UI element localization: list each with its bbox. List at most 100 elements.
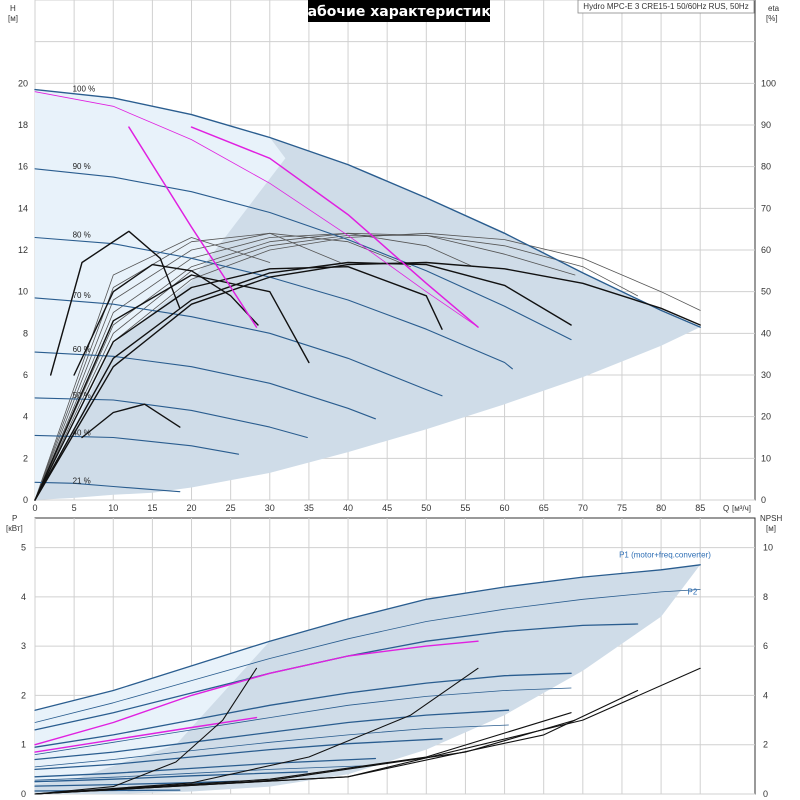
- p1-curve: [34, 757, 377, 778]
- eta-y-label: eta: [768, 4, 780, 13]
- head-tick-label: 12: [18, 245, 28, 255]
- eta-curve-bold: [34, 274, 310, 501]
- head-tick-label: 8: [23, 328, 28, 338]
- eta-tick-label: 0: [761, 495, 766, 505]
- npsh-y-unit: [м]: [766, 524, 776, 533]
- p2-curve: [34, 589, 701, 723]
- head-y-unit: [м]: [8, 14, 18, 23]
- eta-tick-label: 40: [761, 328, 771, 338]
- power-tick-label: 4: [21, 592, 26, 602]
- eta-curve-bold: [73, 263, 259, 376]
- x-tick-label: 15: [147, 503, 157, 513]
- speed-label: 70 %: [73, 291, 91, 300]
- x-tick-label: 40: [343, 503, 353, 513]
- p1-curve: [34, 789, 181, 792]
- chart-title: Рабочие характеристики: [297, 4, 500, 20]
- x-tick-label: 5: [72, 503, 77, 513]
- system-curve: [190, 126, 479, 328]
- head-curve: [34, 481, 181, 493]
- head-curve: [34, 434, 240, 455]
- speed-label: 100 %: [73, 85, 96, 94]
- p2-curve: [34, 724, 509, 768]
- subtitle-box: [577, 0, 755, 14]
- p1-curve: [34, 672, 572, 748]
- system-curve: [128, 126, 258, 328]
- npsh-tick-label: 6: [763, 641, 768, 651]
- x-tick-label: 60: [500, 503, 510, 513]
- speed-label: 21 %: [73, 476, 91, 485]
- speed-labels: 100 % 90 % 80 % 70 % 60 % 50 % 40 % 21 %: [73, 85, 96, 486]
- p1-curve: [34, 771, 308, 783]
- x-tick-label: 50: [421, 503, 431, 513]
- speed-label: 60 %: [73, 345, 91, 354]
- head-tick-label: 4: [23, 412, 28, 422]
- eta-curve: [34, 232, 474, 501]
- eta-tick-label: 100: [761, 78, 776, 88]
- head-curve: [34, 297, 443, 397]
- power-tick-label: 2: [21, 690, 26, 700]
- head-tick-label: 10: [18, 287, 28, 297]
- eta-curve: [34, 232, 412, 501]
- eta-tick-label: 50: [761, 287, 771, 297]
- power-system-curve: [34, 716, 258, 753]
- p2-curve: [34, 687, 572, 755]
- x-tick-label: 75: [617, 503, 627, 513]
- power-series-label: P1 (motor+freq.converter): [619, 550, 711, 559]
- head-tick-label: 2: [23, 453, 28, 463]
- npsh-tick-label: 4: [763, 690, 768, 700]
- head-operating-area: [35, 89, 701, 500]
- p1-curve: [34, 780, 240, 787]
- eta-tick-label: 10: [761, 453, 771, 463]
- power-tick-label: 0: [21, 789, 26, 799]
- head-curve: [34, 397, 308, 439]
- speed-label: 90 %: [73, 162, 91, 171]
- x-tick-label: 25: [226, 503, 236, 513]
- head-ticks: 0 5 10 15 20 25 30 35 40 45 50 55 60 65 70 75 80 85 0 2 4 6 8 1…: [18, 78, 776, 513]
- npsh-curve: [34, 667, 258, 795]
- eta-tick-label: 80: [761, 162, 771, 172]
- power-light-area: [35, 641, 270, 785]
- p1-curve: [34, 564, 701, 711]
- eta-tick-label: 90: [761, 120, 771, 130]
- p2-curve: [34, 765, 376, 781]
- npsh-curve: [34, 667, 479, 795]
- head-curve: [34, 236, 513, 370]
- x-tick-label: 70: [578, 503, 588, 513]
- npsh-y-label: NPSH: [760, 514, 782, 523]
- system-curve-thin: [34, 91, 479, 328]
- power-series-labels: P1 (motor+freq.converter) P2: [619, 550, 711, 596]
- x-tick-label: 30: [265, 503, 275, 513]
- chart-subtitle: Hydro MPC-E 3 CRE15-1 50/60Hz RUS, 50Hz: [583, 2, 748, 11]
- npsh-tick-label: 10: [763, 543, 773, 553]
- power-series-label: P2: [687, 587, 697, 596]
- eta-curve: [34, 237, 271, 501]
- head-light-area: [35, 89, 286, 500]
- x-axis-label: Q: [723, 504, 729, 513]
- npsh-tick-label: 2: [763, 740, 768, 750]
- head-tick-label: 14: [18, 203, 28, 213]
- head-curve: [34, 88, 701, 328]
- npsh-curve: [34, 712, 572, 795]
- eta-tick-label: 70: [761, 203, 771, 213]
- x-tick-label: 45: [382, 503, 392, 513]
- x-axis-unit: [м³/ч]: [732, 504, 751, 513]
- eta-y-unit: [%]: [766, 14, 778, 23]
- power-tick-label: 5: [21, 543, 26, 553]
- speed-label: 80 %: [73, 231, 91, 240]
- x-tick-label: 65: [539, 503, 549, 513]
- head-y-label: H: [10, 4, 16, 13]
- power-curves: [34, 564, 701, 795]
- x-tick-label: 20: [187, 503, 197, 513]
- head-tick-label: 0: [23, 495, 28, 505]
- npsh-curve: [34, 667, 701, 795]
- x-tick-label: 85: [695, 503, 705, 513]
- eta-curve-bold: [34, 266, 443, 501]
- title-background: [308, 0, 490, 22]
- head-curve: [34, 168, 572, 341]
- power-ticks: 0 1 2 3 4 5 0 2 4 6 8 10: [21, 543, 773, 799]
- x-tick-label: 55: [460, 503, 470, 513]
- head-plot: 0 5 10 15 20 25 30 35 40 45 50 55 60 65 70 75 80 85 0 2 4 6 8 1…: [8, 0, 780, 513]
- eta-tick-label: 20: [761, 412, 771, 422]
